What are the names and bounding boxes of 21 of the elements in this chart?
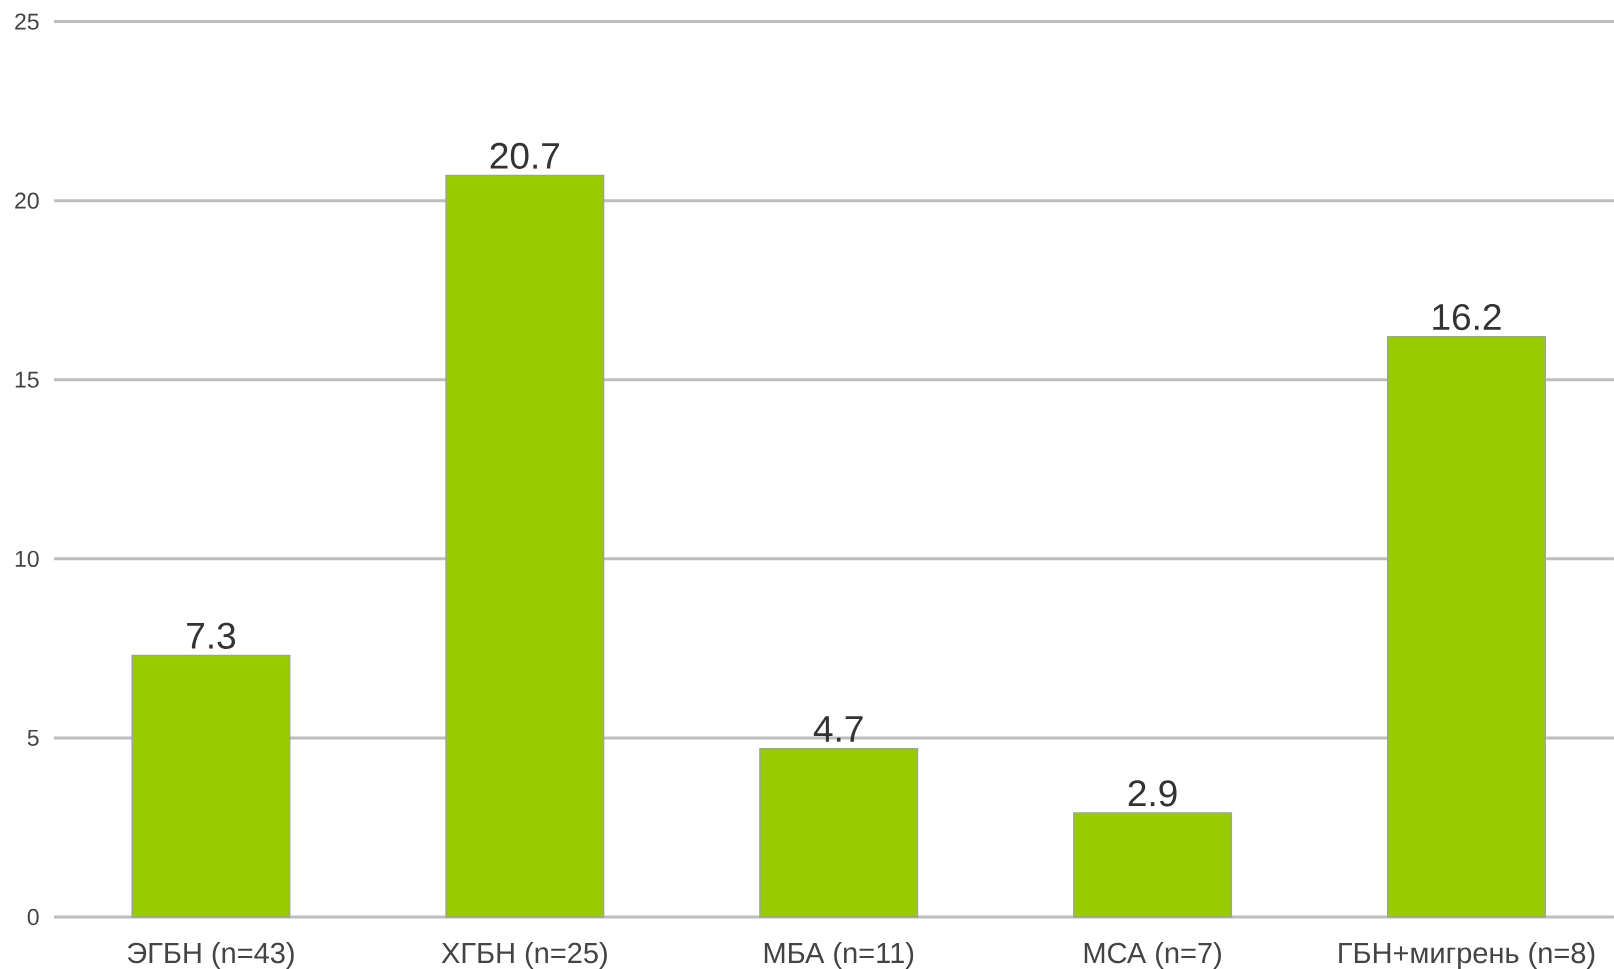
y-tick-label: 25: [15, 13, 39, 30]
bar: [131, 654, 291, 918]
data-label: 4.7: [813, 716, 863, 742]
data-label: 7.3: [187, 622, 236, 649]
y-tick-label: 10: [15, 550, 39, 567]
data-label: 2.9: [1128, 780, 1177, 807]
bar: [1386, 336, 1546, 918]
x-tick-label: МСА (n=7): [1084, 941, 1221, 969]
y-tick-label: 5: [27, 729, 39, 746]
y-tick-label: 0: [27, 908, 39, 926]
bar: [445, 174, 605, 918]
bar: [1073, 812, 1233, 918]
data-label: 20.7: [490, 142, 559, 169]
y-tick-label: 20: [15, 192, 39, 209]
x-tick-label: ГБН+мигрень (n=8): [1339, 941, 1595, 969]
x-tick-label: ХГБН (n=25): [441, 941, 607, 969]
y-tick-label: 15: [15, 371, 39, 388]
x-tick-label: ЭГБН (n=43): [127, 941, 294, 969]
data-label: 16.2: [1433, 303, 1501, 331]
bar: [759, 747, 919, 918]
x-tick-label: МБА (n=11): [764, 941, 914, 969]
